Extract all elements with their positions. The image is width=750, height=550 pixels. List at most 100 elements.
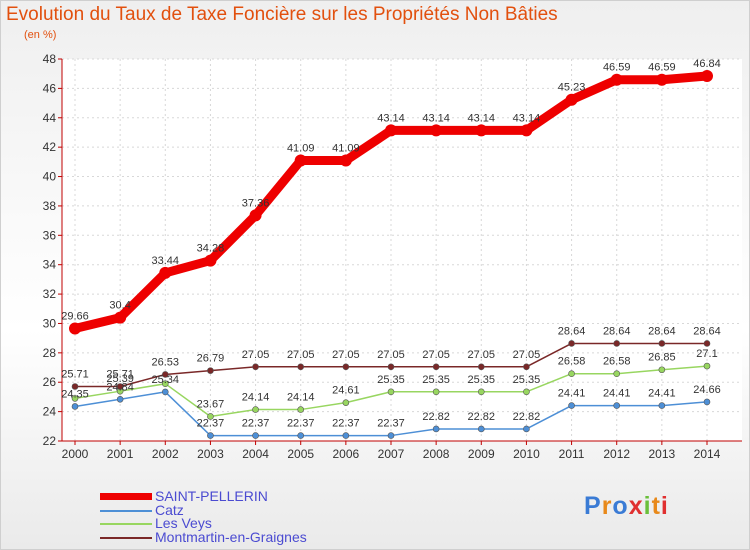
data-label: 27.05 bbox=[287, 349, 315, 361]
y-tick-label: 22 bbox=[43, 434, 57, 448]
data-point bbox=[568, 370, 575, 378]
data-label: 46.59 bbox=[648, 62, 676, 74]
data-point bbox=[432, 363, 440, 371]
legend-label: Montmartin-en-Graignes bbox=[155, 529, 307, 545]
series-les-veys bbox=[71, 362, 711, 420]
y-tick-label: 34 bbox=[43, 258, 57, 272]
chart-subtitle: (en %) bbox=[24, 29, 57, 41]
y-tick-label: 26 bbox=[43, 375, 57, 389]
y-tick-label: 30 bbox=[43, 316, 57, 330]
plot-area bbox=[62, 59, 742, 441]
x-tick-label: 2014 bbox=[694, 447, 721, 461]
data-label: 22.82 bbox=[513, 411, 541, 423]
data-label: 27.05 bbox=[468, 349, 496, 361]
series-catz bbox=[71, 388, 711, 439]
data-point bbox=[71, 383, 79, 390]
data-label: 28.64 bbox=[558, 325, 586, 337]
data-label: 46.59 bbox=[603, 62, 631, 74]
data-label: 46.84 bbox=[693, 58, 721, 70]
y-tick-label: 32 bbox=[43, 287, 57, 301]
data-point bbox=[432, 388, 440, 396]
data-point bbox=[69, 322, 81, 335]
legend-swatch bbox=[100, 510, 152, 512]
y-tick-label: 40 bbox=[43, 170, 57, 184]
x-tick-label: 2002 bbox=[152, 447, 179, 461]
y-tick-label: 36 bbox=[43, 228, 57, 242]
data-point bbox=[477, 425, 485, 433]
data-label: 24.41 bbox=[558, 388, 586, 400]
data-label: 33.44 bbox=[152, 255, 180, 267]
series-saint-pellerin bbox=[69, 70, 713, 335]
x-tick-label: 2003 bbox=[197, 447, 224, 461]
data-label: 23.67 bbox=[197, 398, 225, 410]
data-point bbox=[477, 363, 485, 371]
data-point bbox=[116, 395, 124, 403]
data-label: 41.09 bbox=[332, 143, 360, 155]
data-label: 26.53 bbox=[152, 356, 180, 368]
data-label: 28.64 bbox=[648, 325, 676, 337]
x-tick-label: 2011 bbox=[559, 447, 585, 461]
data-point bbox=[610, 73, 623, 86]
data-point bbox=[523, 388, 530, 396]
data-label: 27.05 bbox=[513, 349, 541, 361]
data-point bbox=[114, 311, 127, 324]
x-tick-label: 2007 bbox=[378, 447, 405, 461]
data-label: 22.37 bbox=[332, 418, 360, 430]
data-point bbox=[207, 432, 214, 439]
data-point bbox=[613, 340, 621, 347]
data-label: 27.05 bbox=[377, 349, 405, 361]
data-label: 28.64 bbox=[603, 325, 631, 337]
data-point bbox=[387, 388, 395, 396]
data-label: 34.28 bbox=[197, 243, 225, 255]
x-tick-label: 2009 bbox=[468, 447, 495, 461]
data-label: 26.85 bbox=[648, 352, 676, 364]
data-point bbox=[387, 363, 395, 371]
y-tick-label: 28 bbox=[43, 346, 57, 360]
data-point bbox=[204, 254, 217, 267]
data-label: 24.84 bbox=[106, 381, 134, 393]
x-tick-label: 2010 bbox=[513, 447, 540, 461]
x-tick-label: 2005 bbox=[287, 447, 314, 461]
data-point bbox=[385, 124, 397, 137]
data-label: 22.37 bbox=[377, 418, 405, 430]
y-tick-label: 48 bbox=[43, 52, 57, 66]
data-label: 25.39 bbox=[106, 373, 134, 385]
x-tick-label: 2008 bbox=[423, 447, 450, 461]
data-point bbox=[703, 398, 711, 406]
x-tick-label: 2001 bbox=[107, 447, 134, 461]
data-point bbox=[387, 432, 395, 439]
data-label: 22.82 bbox=[468, 411, 496, 423]
data-label: 24.14 bbox=[287, 392, 315, 404]
data-label: 27.05 bbox=[422, 349, 450, 361]
proxiti-logo: Proxiti bbox=[584, 492, 669, 520]
legend-label: Les Veys bbox=[155, 515, 212, 531]
data-label: 25.71 bbox=[61, 368, 89, 380]
x-tick-label: 2000 bbox=[62, 447, 89, 461]
legend-swatch bbox=[100, 537, 152, 539]
data-point bbox=[477, 388, 485, 396]
data-point bbox=[71, 403, 79, 410]
data-point bbox=[71, 395, 79, 402]
data-point bbox=[703, 362, 711, 370]
data-label: 27.1 bbox=[696, 348, 717, 360]
data-label: 24.41 bbox=[648, 388, 676, 400]
data-label: 41.09 bbox=[287, 143, 315, 155]
data-point bbox=[655, 73, 668, 86]
data-label: 22.82 bbox=[422, 411, 450, 423]
data-label: 24.61 bbox=[332, 385, 360, 397]
x-tick-label: 2013 bbox=[649, 447, 676, 461]
data-point bbox=[613, 370, 621, 378]
data-point bbox=[523, 425, 530, 433]
data-label: 22.37 bbox=[242, 418, 270, 430]
data-point bbox=[342, 399, 350, 406]
data-point bbox=[161, 380, 169, 388]
data-label: 25.35 bbox=[422, 374, 450, 386]
y-tick-label: 24 bbox=[43, 405, 57, 419]
data-label: 43.14 bbox=[468, 112, 496, 124]
data-point bbox=[342, 363, 350, 371]
data-label: 25.34 bbox=[152, 374, 180, 386]
data-label: 29.66 bbox=[61, 310, 89, 322]
data-point bbox=[703, 340, 711, 347]
data-label: 24.35 bbox=[61, 388, 89, 400]
data-point bbox=[207, 367, 214, 374]
